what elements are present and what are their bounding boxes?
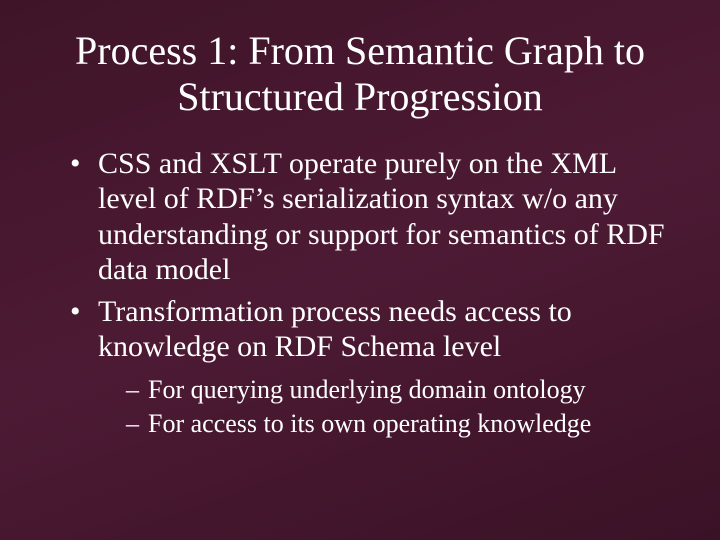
bullet-text: Transformation process needs access to k…	[98, 295, 572, 363]
sub-bullet-item: For access to its own operating knowledg…	[126, 408, 670, 439]
slide: Process 1: From Semantic Graph to Struct…	[0, 0, 720, 540]
sub-bullet-text: For querying underlying domain ontology	[148, 375, 586, 404]
bullet-item: CSS and XSLT operate purely on the XML l…	[70, 146, 670, 288]
bullet-item: Transformation process needs access to k…	[70, 294, 670, 439]
sub-bullet-text: For access to its own operating knowledg…	[148, 409, 591, 438]
bullet-list: CSS and XSLT operate purely on the XML l…	[50, 146, 670, 439]
slide-title: Process 1: From Semantic Graph to Struct…	[50, 28, 670, 120]
sub-bullet-list: For querying underlying domain ontology …	[98, 374, 670, 438]
bullet-text: CSS and XSLT operate purely on the XML l…	[98, 147, 665, 286]
sub-bullet-item: For querying underlying domain ontology	[126, 374, 670, 405]
